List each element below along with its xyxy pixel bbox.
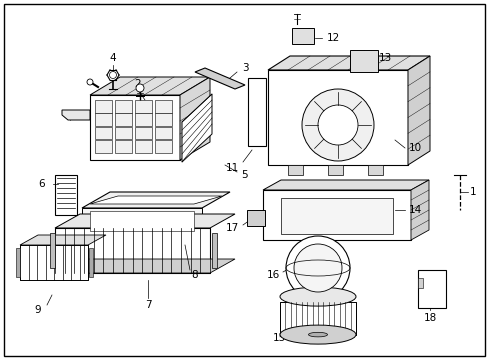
Polygon shape <box>115 140 132 153</box>
Polygon shape <box>182 94 212 162</box>
Circle shape <box>302 89 373 161</box>
Text: 4: 4 <box>109 53 116 63</box>
Polygon shape <box>95 113 112 126</box>
Polygon shape <box>155 140 172 153</box>
Circle shape <box>136 84 143 92</box>
Polygon shape <box>135 127 152 139</box>
Polygon shape <box>115 113 132 126</box>
Text: 5: 5 <box>241 170 248 180</box>
Polygon shape <box>263 180 428 190</box>
Polygon shape <box>155 100 172 113</box>
Polygon shape <box>20 245 88 280</box>
Text: 15: 15 <box>272 333 285 343</box>
Text: 8: 8 <box>191 270 198 280</box>
Polygon shape <box>287 165 303 175</box>
Polygon shape <box>115 127 132 139</box>
Circle shape <box>293 244 341 292</box>
Polygon shape <box>62 110 90 120</box>
Circle shape <box>285 236 349 300</box>
Polygon shape <box>20 235 106 245</box>
Polygon shape <box>95 100 112 113</box>
Polygon shape <box>155 127 172 139</box>
Polygon shape <box>247 78 265 146</box>
Polygon shape <box>135 140 152 153</box>
Ellipse shape <box>280 325 355 344</box>
Text: 3: 3 <box>241 63 248 73</box>
Text: 13: 13 <box>378 53 391 63</box>
Polygon shape <box>417 270 445 308</box>
Polygon shape <box>95 140 112 153</box>
Polygon shape <box>90 95 180 160</box>
Polygon shape <box>410 180 428 240</box>
Polygon shape <box>155 113 172 126</box>
Polygon shape <box>90 77 209 95</box>
Polygon shape <box>263 190 410 240</box>
Polygon shape <box>291 28 313 44</box>
Polygon shape <box>195 68 244 89</box>
Polygon shape <box>267 56 429 70</box>
Text: 2: 2 <box>134 79 141 89</box>
Polygon shape <box>267 70 407 165</box>
Circle shape <box>109 72 116 78</box>
Polygon shape <box>135 100 152 113</box>
Text: 16: 16 <box>266 270 279 280</box>
Polygon shape <box>16 248 20 277</box>
Polygon shape <box>89 248 93 277</box>
Polygon shape <box>407 56 429 165</box>
Polygon shape <box>367 165 382 175</box>
Ellipse shape <box>308 332 327 337</box>
Text: 17: 17 <box>225 223 238 233</box>
Text: 6: 6 <box>39 179 45 189</box>
Polygon shape <box>135 113 152 126</box>
Text: 11: 11 <box>225 163 238 173</box>
Text: 7: 7 <box>144 300 151 310</box>
Polygon shape <box>327 165 342 175</box>
Text: 12: 12 <box>325 33 339 43</box>
Polygon shape <box>55 175 77 215</box>
Text: 1: 1 <box>469 187 475 197</box>
Text: 18: 18 <box>423 313 436 323</box>
Text: 9: 9 <box>35 305 41 315</box>
Ellipse shape <box>280 287 355 306</box>
Text: 14: 14 <box>407 205 421 215</box>
Polygon shape <box>90 211 194 231</box>
Polygon shape <box>82 208 202 236</box>
Polygon shape <box>95 127 112 139</box>
Polygon shape <box>280 302 355 334</box>
Circle shape <box>87 79 93 85</box>
Polygon shape <box>180 77 209 160</box>
Polygon shape <box>55 228 209 273</box>
Polygon shape <box>55 259 235 273</box>
Polygon shape <box>281 198 392 234</box>
Polygon shape <box>115 100 132 113</box>
Polygon shape <box>417 278 422 288</box>
Polygon shape <box>55 214 235 228</box>
Circle shape <box>317 105 357 145</box>
Polygon shape <box>246 210 264 226</box>
Polygon shape <box>82 192 229 208</box>
Polygon shape <box>90 196 222 204</box>
Text: 10: 10 <box>407 143 421 153</box>
Polygon shape <box>50 233 55 268</box>
Polygon shape <box>349 50 377 72</box>
Polygon shape <box>212 233 217 268</box>
